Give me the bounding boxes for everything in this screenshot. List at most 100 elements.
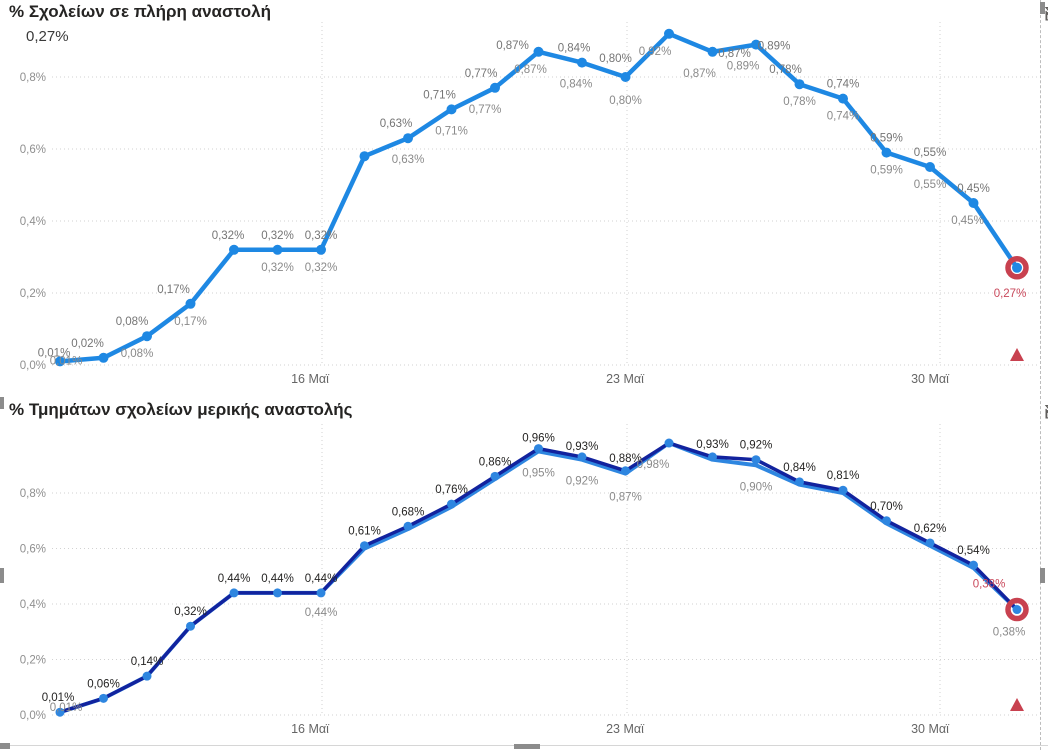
data-label: 0,32% xyxy=(212,230,245,242)
data-point[interactable] xyxy=(186,621,195,631)
data-label: 0,59% xyxy=(870,165,903,177)
data-point[interactable] xyxy=(751,39,761,50)
data-label: 0,68% xyxy=(392,506,425,518)
data-point[interactable] xyxy=(185,298,196,309)
data-point[interactable] xyxy=(55,707,65,717)
data-point[interactable] xyxy=(229,588,239,598)
data-point[interactable] xyxy=(795,477,804,487)
data-label: 0,95% xyxy=(522,467,555,479)
data-point[interactable] xyxy=(664,28,674,39)
data-label: 0,84% xyxy=(560,79,593,91)
data-label: 0,81% xyxy=(827,470,860,482)
data-point[interactable] xyxy=(1012,262,1022,273)
data-label: 0,02% xyxy=(71,338,104,350)
data-point[interactable] xyxy=(838,485,848,495)
resize-handle-top-left[interactable] xyxy=(0,397,4,409)
data-label: 0,17% xyxy=(174,316,207,328)
data-point[interactable] xyxy=(882,516,891,526)
data-point[interactable] xyxy=(620,72,631,82)
data-point[interactable] xyxy=(707,46,718,57)
more-options-icon[interactable] xyxy=(1044,5,1048,22)
data-point[interactable] xyxy=(229,244,239,255)
data-point[interactable] xyxy=(272,244,283,255)
resize-handle-left[interactable] xyxy=(0,568,4,583)
panel-title: % Τμημάτων σχολείων μερικής αναστολής xyxy=(9,400,353,419)
visual-schools-full-suspension[interactable]: 0,8% 0,6% 0,4% 0,2% 0,0% 16 Μαϊ 23 Μαϊ 30 Μαϊ 0,… xyxy=(0,0,1048,396)
data-point[interactable] xyxy=(838,93,848,104)
data-point[interactable] xyxy=(577,57,587,68)
data-label: 0,01% xyxy=(42,692,75,704)
data-point[interactable] xyxy=(1012,605,1022,615)
line-chart-full-suspension: 0,8% 0,6% 0,4% 0,2% 0,0% 16 Μαϊ 23 Μαϊ 30 Μαϊ 0,… xyxy=(20,22,1038,386)
data-point[interactable] xyxy=(142,331,152,342)
data-point[interactable] xyxy=(577,452,587,462)
data-point[interactable] xyxy=(98,352,109,363)
resize-handle-bottom-center[interactable] xyxy=(514,744,540,749)
data-label: 0,93% xyxy=(696,439,729,451)
y-axis-tick: 0,8% xyxy=(20,488,46,500)
data-point[interactable] xyxy=(708,452,717,462)
y-axis-tick: 0,4% xyxy=(20,599,46,611)
x-axis-tick: 23 Μαϊ xyxy=(606,722,645,736)
visual-classes-partial-suspension[interactable]: 0,8% 0,6% 0,4% 0,2% 0,0% 16 Μαϊ 23 Μαϊ 30 Μαϊ 0,… xyxy=(0,398,1048,750)
data-label: 0,44% xyxy=(218,573,251,585)
y-axis-tick: 0,4% xyxy=(20,216,46,228)
data-point[interactable] xyxy=(533,46,544,57)
data-point[interactable] xyxy=(316,588,326,598)
y-axis-tick: 0,2% xyxy=(20,655,46,667)
data-label: 0,08% xyxy=(116,316,149,328)
data-point[interactable] xyxy=(969,560,978,570)
data-point[interactable] xyxy=(490,82,500,93)
trend-triangle-icon xyxy=(1010,698,1024,711)
data-point[interactable] xyxy=(403,133,413,144)
data-point[interactable] xyxy=(751,455,761,465)
data-point[interactable] xyxy=(447,499,456,509)
data-point[interactable] xyxy=(403,521,413,531)
trend-triangle-icon xyxy=(1010,348,1024,361)
data-label: 0,17% xyxy=(157,284,190,296)
data-point[interactable] xyxy=(925,538,935,548)
data-point[interactable] xyxy=(534,444,543,454)
y-axis-tick: 0,0% xyxy=(20,360,46,372)
data-label: 0,88% xyxy=(609,453,642,465)
highlight-ring xyxy=(1005,256,1029,280)
data-point[interactable] xyxy=(446,104,457,115)
data-label: 0,77% xyxy=(469,104,502,116)
data-label: 0,80% xyxy=(599,53,632,65)
data-point[interactable] xyxy=(881,147,892,158)
data-point[interactable] xyxy=(316,244,326,255)
data-point[interactable] xyxy=(490,471,500,481)
highlight-label: 0,38% xyxy=(973,579,1006,591)
data-label: 0,87% xyxy=(718,48,751,60)
data-point[interactable] xyxy=(621,466,630,476)
data-point[interactable] xyxy=(99,693,108,703)
data-label: 0,87% xyxy=(514,64,547,76)
data-point[interactable] xyxy=(55,356,65,367)
data-point[interactable] xyxy=(664,438,674,448)
data-label: 0,90% xyxy=(740,481,773,493)
selection-border-right xyxy=(1040,0,1041,750)
data-point[interactable] xyxy=(359,151,370,162)
data-label: 0,84% xyxy=(783,462,816,474)
data-point[interactable] xyxy=(273,588,282,598)
data-label: 0,92% xyxy=(639,46,672,58)
y-axis-tick: 0,6% xyxy=(20,144,46,156)
data-point[interactable] xyxy=(968,198,979,208)
highlight-label: 0,38% xyxy=(993,627,1026,639)
data-point[interactable] xyxy=(794,79,805,90)
resize-handle-top-right[interactable] xyxy=(1040,2,1045,14)
data-label: 0,44% xyxy=(261,573,294,585)
data-label: 0,45% xyxy=(951,215,984,227)
data-point[interactable] xyxy=(925,162,935,172)
data-label: 0,54% xyxy=(957,545,990,557)
resize-handle-bottom-left[interactable] xyxy=(0,743,10,749)
data-point[interactable] xyxy=(142,671,152,681)
data-label: 0,74% xyxy=(827,79,860,91)
data-point[interactable] xyxy=(360,541,369,551)
panel-title: % Σχολείων σε πλήρη αναστολή xyxy=(9,2,271,21)
resize-handle-right[interactable] xyxy=(1040,568,1045,583)
data-label: 0,71% xyxy=(435,125,468,137)
x-axis-tick: 16 Μαϊ xyxy=(291,372,330,386)
more-options-icon[interactable] xyxy=(1044,403,1048,420)
data-label: 0,63% xyxy=(380,118,413,130)
